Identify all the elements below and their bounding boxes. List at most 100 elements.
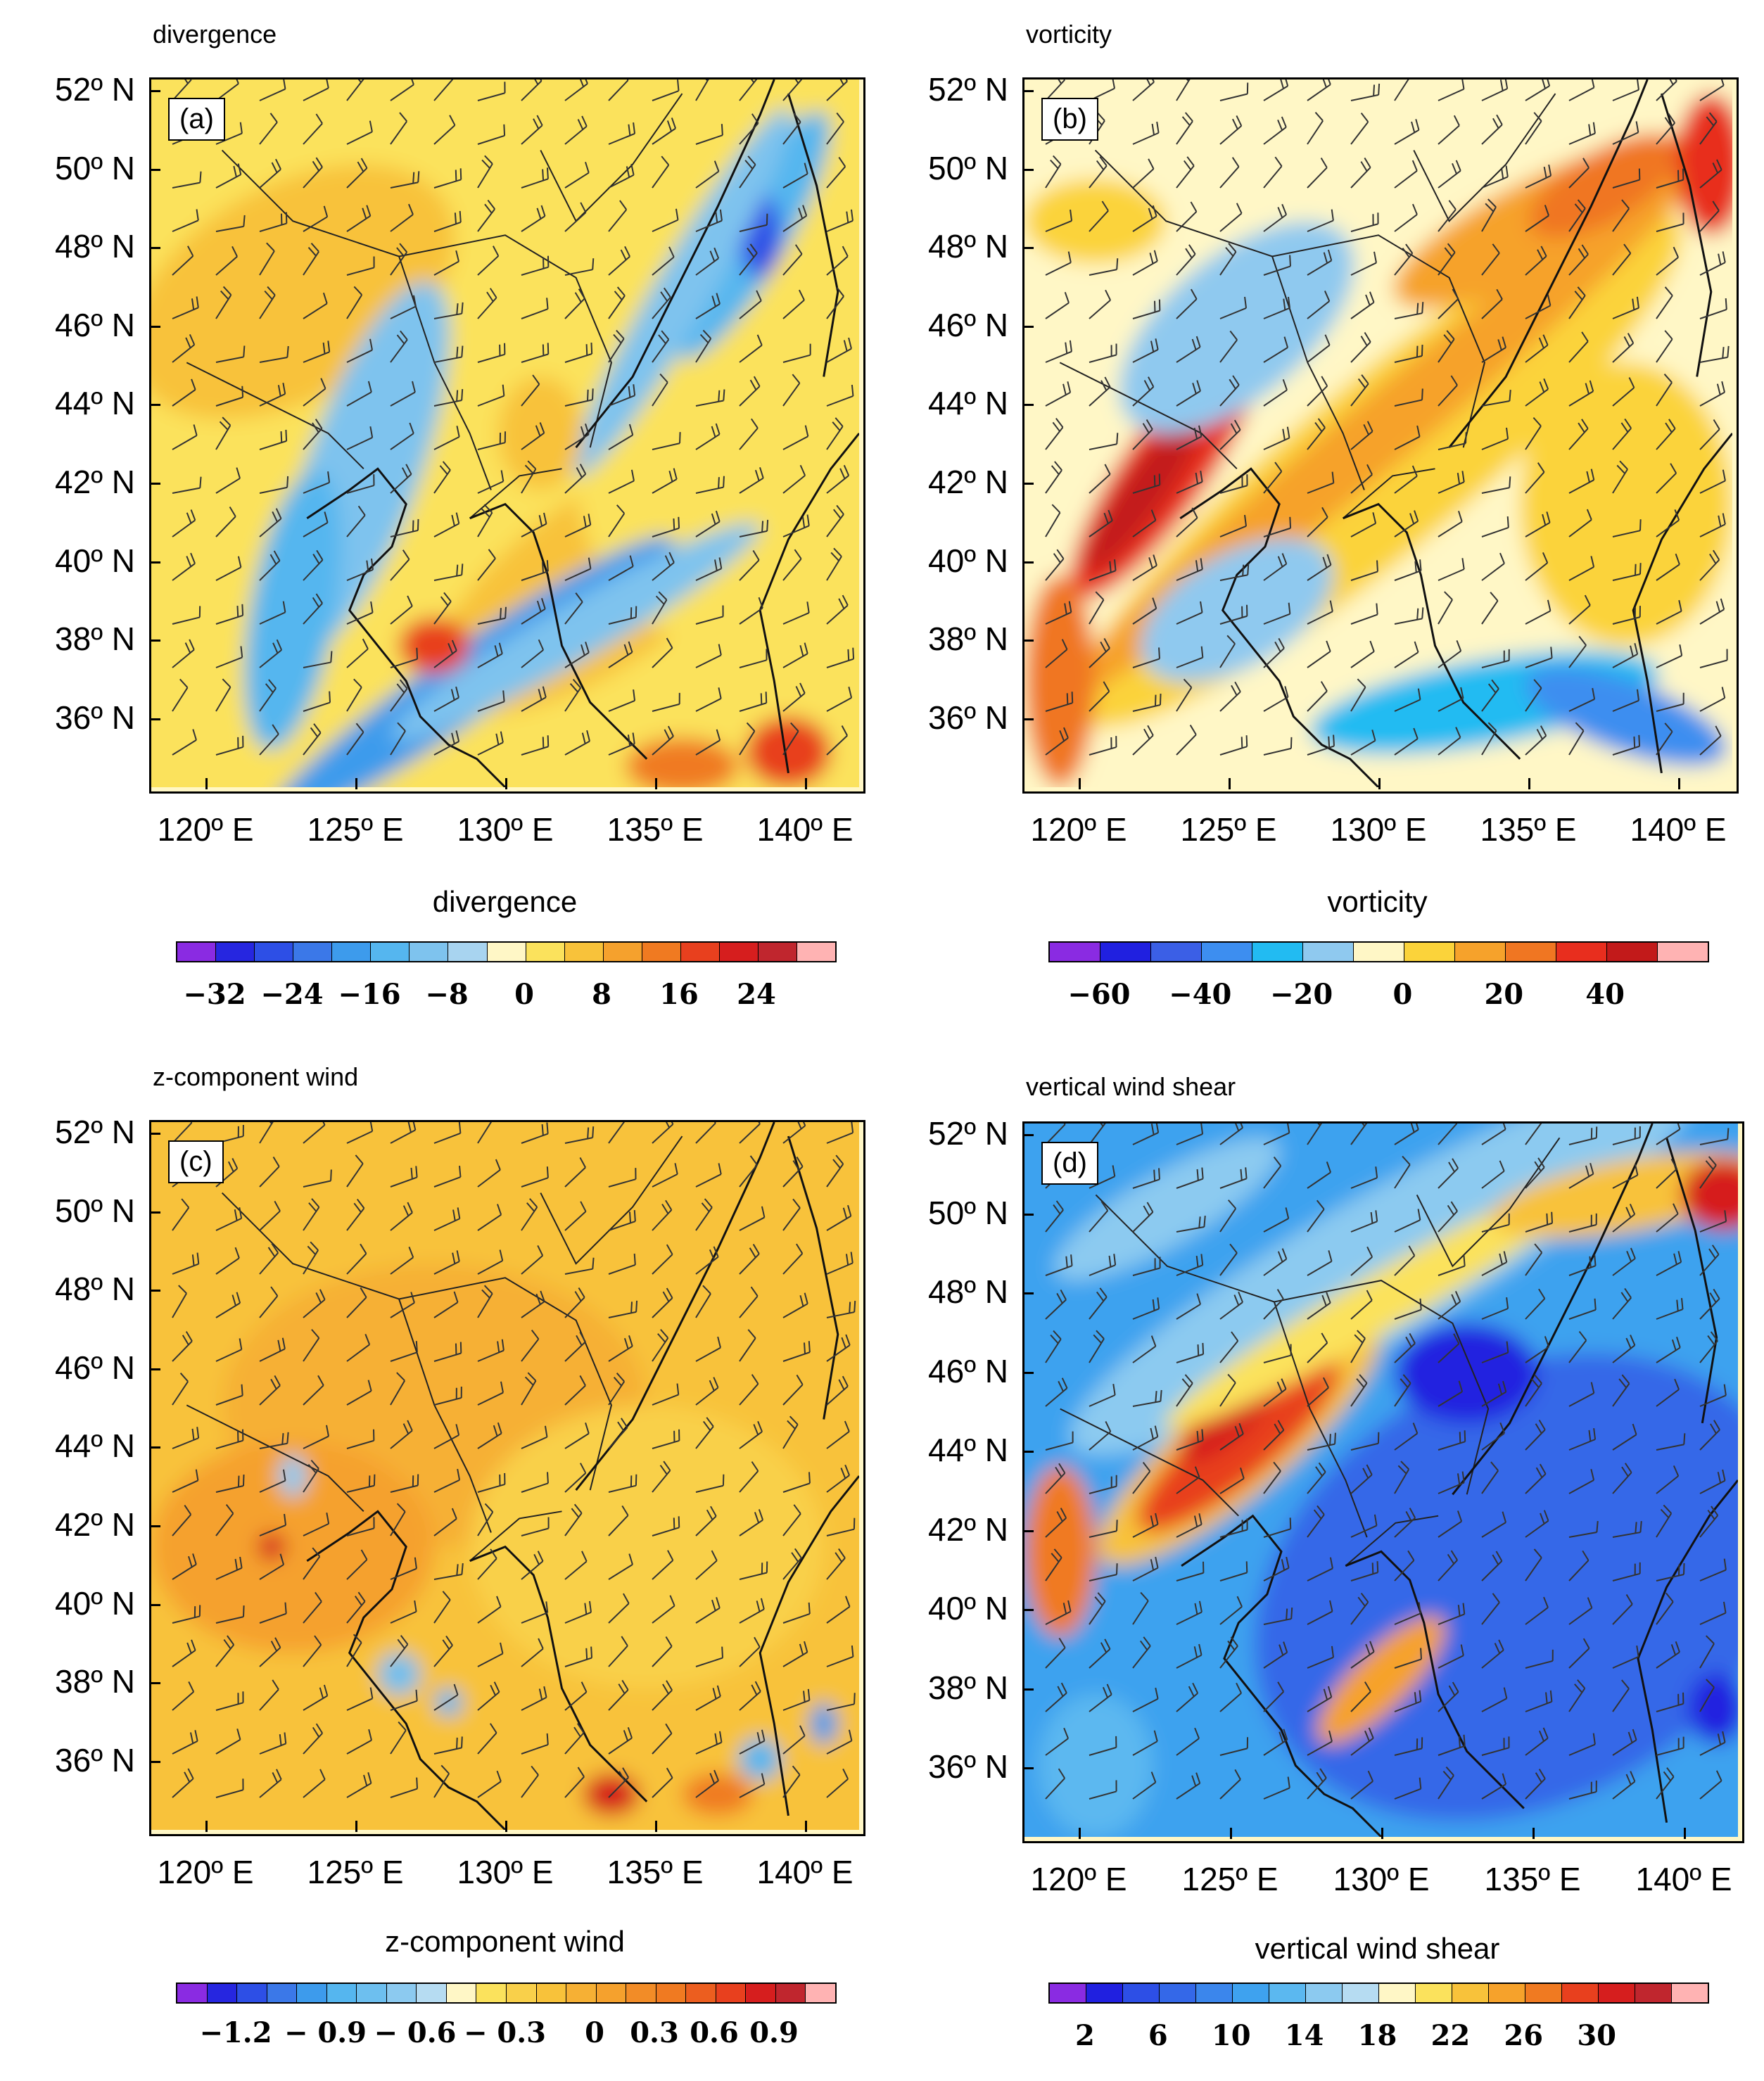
barb-staff bbox=[1132, 608, 1157, 625]
barb-flag bbox=[327, 341, 331, 352]
barb-flag bbox=[1093, 1334, 1102, 1344]
barb-flag bbox=[497, 1341, 500, 1353]
barb-flag bbox=[538, 639, 545, 651]
barb-staff bbox=[1656, 338, 1673, 363]
barb-flag bbox=[1626, 1251, 1632, 1262]
barb-flag bbox=[1419, 1690, 1422, 1702]
barb-flag bbox=[540, 597, 546, 609]
barb-flag bbox=[1707, 1510, 1715, 1520]
barb-staff bbox=[1394, 699, 1421, 712]
barb-flag bbox=[1499, 552, 1505, 564]
colorbar-label: −40 bbox=[1169, 978, 1232, 1011]
barb-staff bbox=[303, 1522, 329, 1536]
latitude-label: 38º N bbox=[928, 621, 1008, 658]
barb-flag bbox=[493, 1681, 500, 1693]
barb-staff bbox=[172, 1479, 198, 1493]
barb-flag bbox=[315, 1723, 324, 1734]
barb-flag bbox=[1623, 243, 1632, 254]
barb-flag bbox=[1585, 1165, 1590, 1177]
barb-staff bbox=[739, 559, 760, 581]
barb-flag bbox=[1331, 471, 1335, 483]
shaded-region bbox=[434, 1688, 463, 1717]
barb-staff bbox=[303, 522, 329, 537]
barb-staff bbox=[390, 1700, 418, 1711]
barb-flag bbox=[1062, 1603, 1067, 1615]
barb-flag bbox=[323, 205, 329, 217]
shaded-region bbox=[1520, 362, 1732, 646]
barb-staff bbox=[433, 1176, 461, 1188]
barb-flag bbox=[628, 641, 633, 653]
longitude-tick bbox=[1079, 1828, 1081, 1839]
colorbar-label: 18 bbox=[1357, 2019, 1397, 2052]
colorbar-label: 16 bbox=[659, 978, 699, 1011]
barb-staff bbox=[1481, 1170, 1505, 1189]
barb-flag bbox=[1328, 1730, 1333, 1742]
barb-flag bbox=[627, 1727, 633, 1738]
shaded-region bbox=[809, 1702, 838, 1745]
barb-flag bbox=[396, 1503, 406, 1513]
barb-flag bbox=[585, 642, 590, 653]
barb-staff bbox=[1350, 121, 1369, 145]
barb-flag bbox=[1548, 164, 1552, 176]
barb-staff bbox=[1568, 87, 1594, 101]
barb-staff bbox=[259, 250, 275, 276]
latitude-label: 48º N bbox=[928, 228, 1008, 265]
barb-flag bbox=[761, 1206, 766, 1218]
shaded-region bbox=[1024, 178, 1167, 264]
barb-flag bbox=[531, 1329, 540, 1339]
barb-staff bbox=[1656, 1168, 1677, 1189]
colorbar bbox=[176, 941, 837, 962]
barb-flag bbox=[1070, 1254, 1073, 1266]
map-z-component-wind: (c) bbox=[149, 1120, 865, 1836]
barb-staff bbox=[608, 1564, 633, 1580]
political-border bbox=[1059, 362, 1238, 470]
political-border bbox=[221, 149, 612, 448]
barb-staff bbox=[1481, 400, 1510, 407]
coastline bbox=[1665, 1137, 1718, 1424]
barb-staff bbox=[1656, 703, 1684, 712]
barb-flag bbox=[1051, 504, 1061, 514]
barb-flag bbox=[841, 725, 849, 737]
barb-flag bbox=[269, 1122, 272, 1124]
barb-flag bbox=[712, 1688, 717, 1700]
colorbar-cell bbox=[719, 943, 759, 961]
barb-flag bbox=[1198, 1600, 1203, 1612]
barb-staff bbox=[390, 1351, 418, 1362]
barb-flag bbox=[440, 1764, 450, 1774]
barb-flag bbox=[632, 732, 635, 744]
barb-flag bbox=[546, 167, 549, 179]
barb-flag bbox=[1716, 159, 1722, 170]
barb-flag bbox=[396, 334, 405, 345]
barb-flag bbox=[792, 1765, 801, 1776]
barb-staff bbox=[564, 1776, 585, 1798]
barb-flag bbox=[190, 552, 196, 564]
colorbar-label: −24 bbox=[260, 978, 324, 1011]
wind-barbs bbox=[172, 79, 855, 756]
barb-staff bbox=[477, 1169, 501, 1188]
barb-flag bbox=[1621, 1679, 1630, 1689]
barb-flag bbox=[1458, 1380, 1464, 1392]
barb-flag bbox=[760, 1598, 765, 1610]
barb-flag bbox=[281, 1337, 286, 1349]
barb-flag bbox=[1245, 1561, 1248, 1573]
barb-flag bbox=[541, 1124, 544, 1136]
colorbar-cell bbox=[1525, 1984, 1562, 2002]
barb-staff bbox=[172, 1122, 193, 1144]
barb-flag bbox=[1710, 1423, 1717, 1434]
barb-staff bbox=[346, 1527, 374, 1536]
barb-flag bbox=[1632, 298, 1635, 310]
barb-staff bbox=[1438, 384, 1458, 407]
barb-flag bbox=[538, 689, 542, 701]
barb-flag bbox=[1375, 1210, 1378, 1222]
coastline bbox=[1660, 93, 1713, 377]
barb-flag bbox=[715, 211, 718, 223]
barb-flag bbox=[412, 172, 415, 184]
barb-flag bbox=[804, 1292, 808, 1304]
barb-flag bbox=[1228, 243, 1237, 253]
barb-flag bbox=[1625, 1337, 1632, 1349]
barb-staff bbox=[346, 1344, 370, 1362]
barb-flag bbox=[1674, 509, 1680, 521]
barb-flag bbox=[451, 732, 455, 744]
barb-flag bbox=[1498, 1639, 1504, 1650]
barb-staff bbox=[652, 1605, 675, 1624]
